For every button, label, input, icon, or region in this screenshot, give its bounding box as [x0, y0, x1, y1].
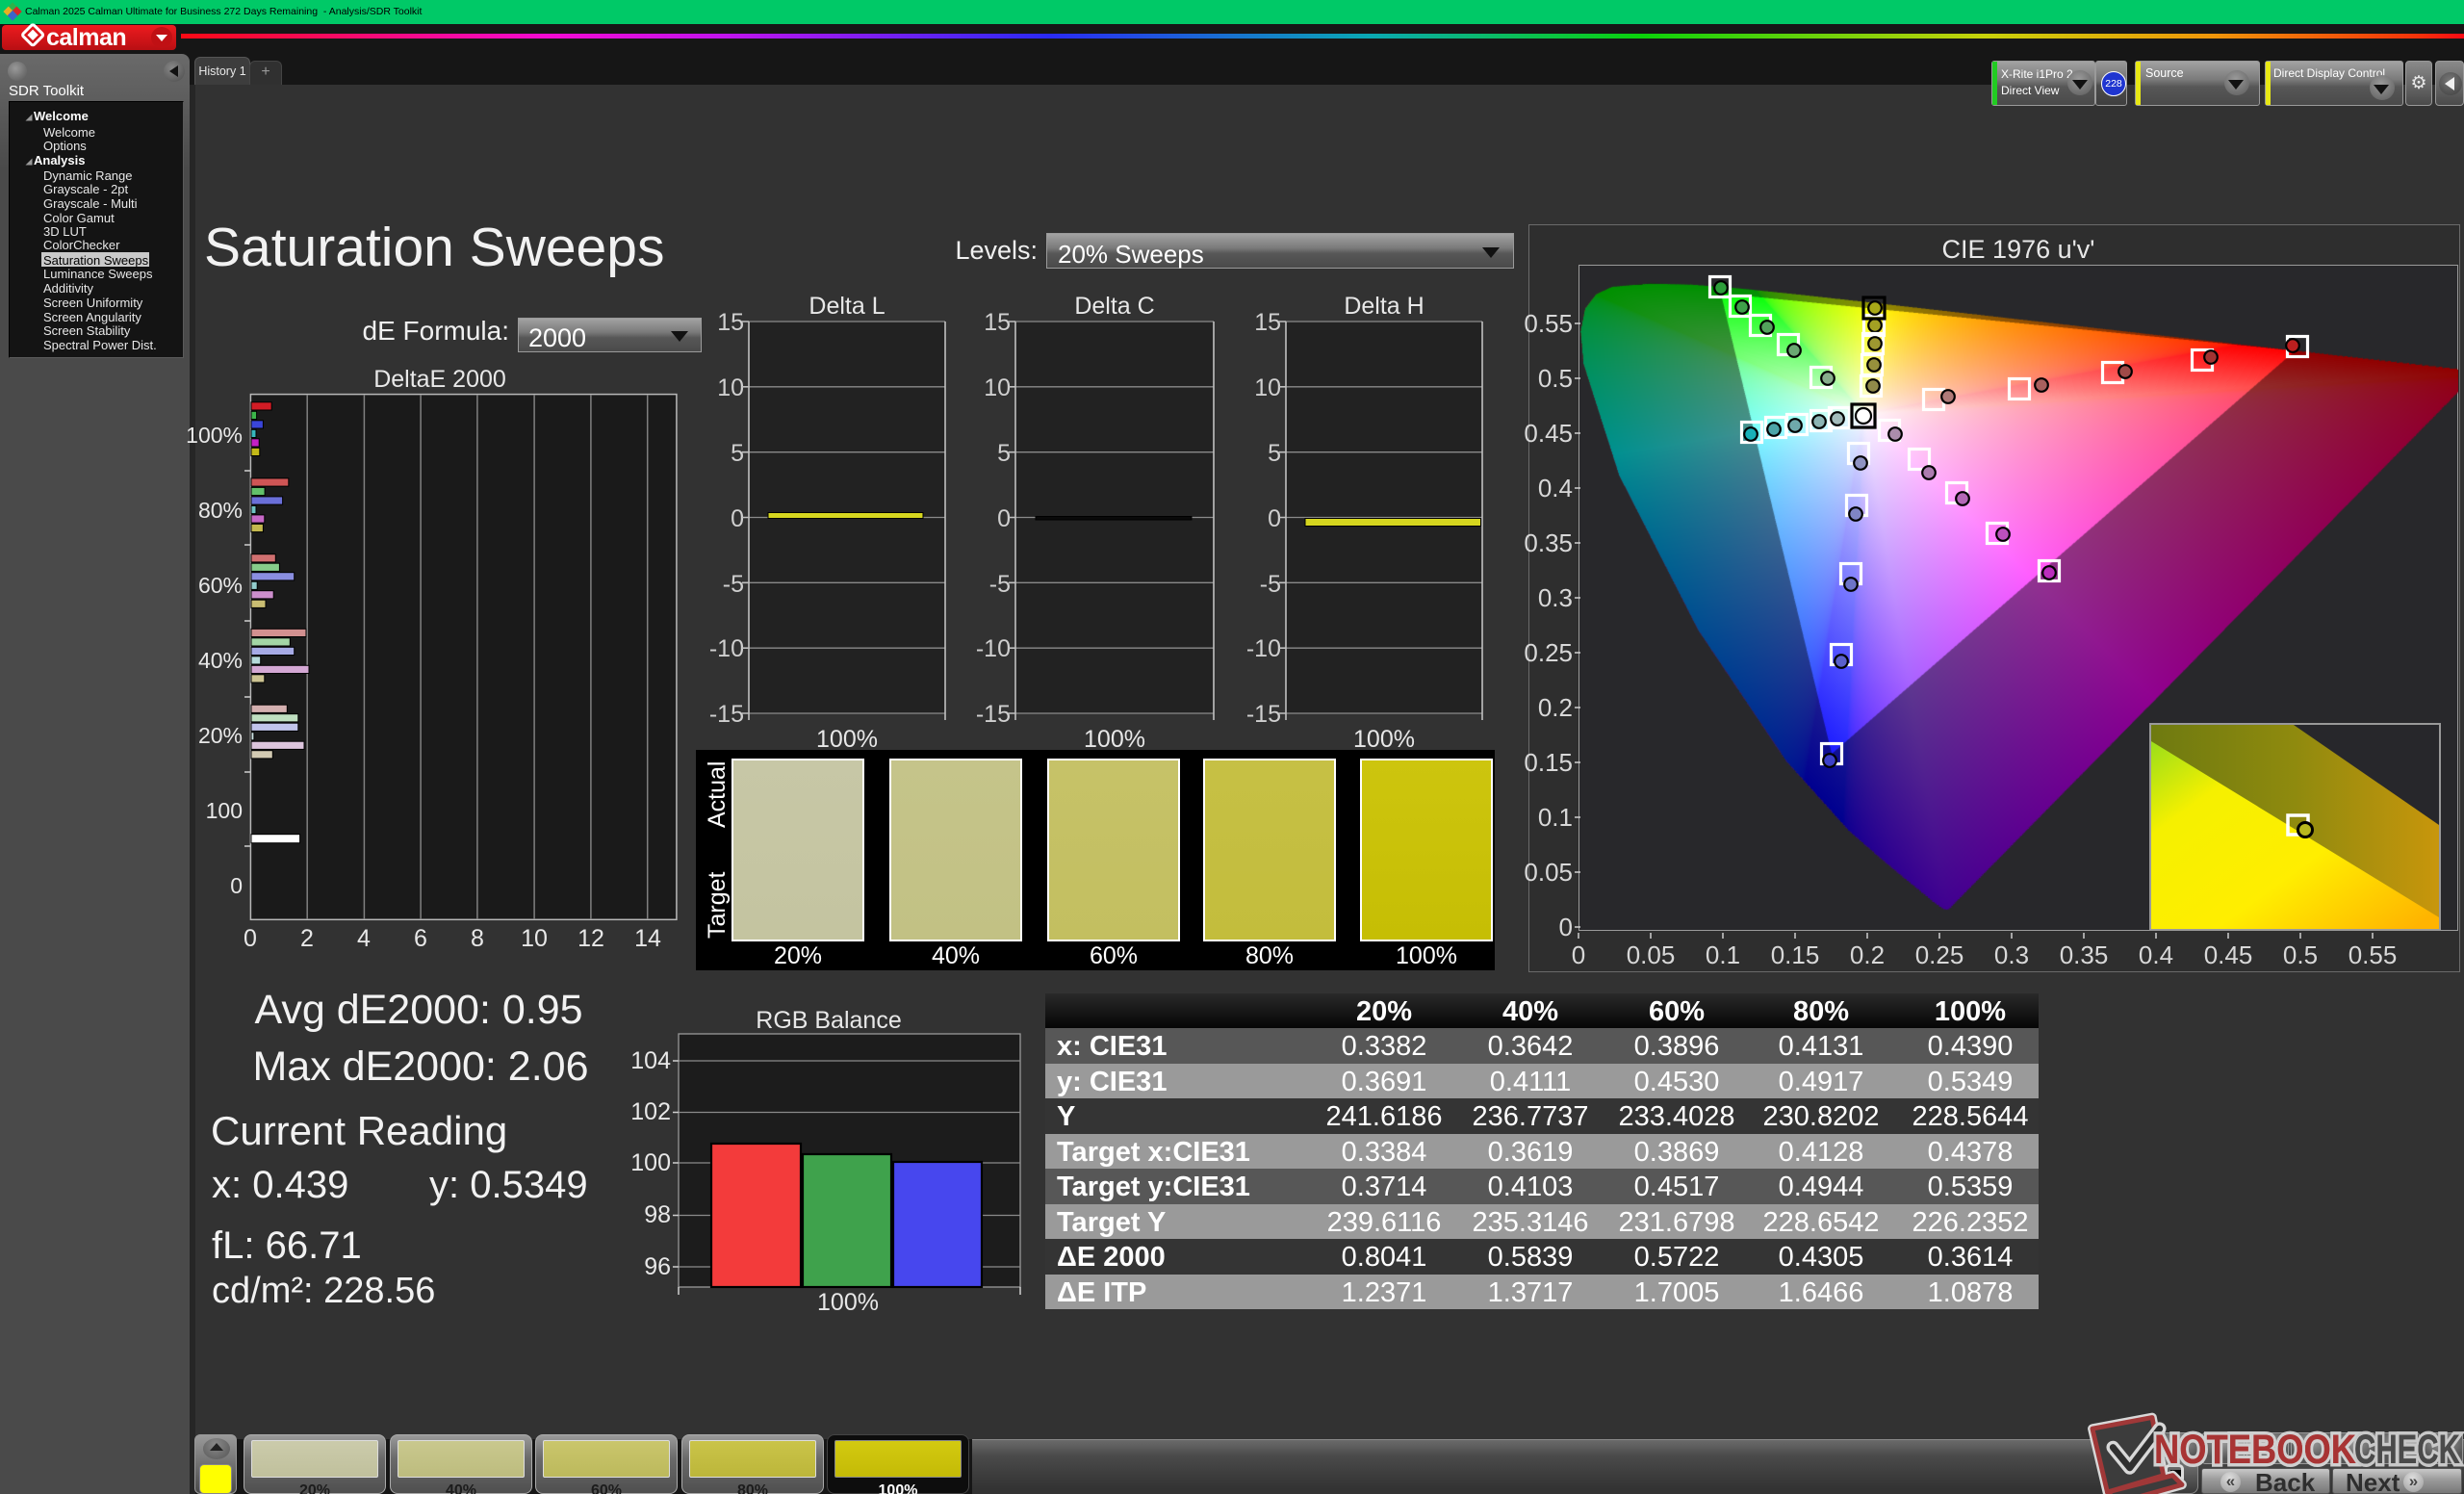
svg-text:5: 5: [731, 440, 744, 467]
svg-text:0: 0: [230, 873, 243, 898]
svg-text:-5: -5: [989, 571, 1011, 598]
svg-text:-10: -10: [1246, 635, 1281, 662]
svg-text:0.3: 0.3: [1994, 940, 2029, 969]
svg-text:0.3: 0.3: [1538, 583, 1573, 612]
svg-text:96: 96: [644, 1253, 671, 1280]
svg-text:0.1: 0.1: [1538, 803, 1573, 832]
svg-text:4: 4: [357, 925, 371, 952]
svg-text:0.35: 0.35: [1524, 528, 1573, 557]
svg-text:100%: 100%: [186, 423, 243, 448]
svg-text:0.25: 0.25: [1524, 638, 1573, 667]
svg-text:14: 14: [634, 925, 661, 952]
svg-text:100: 100: [630, 1149, 671, 1176]
svg-text:-5: -5: [723, 571, 744, 598]
svg-text:10: 10: [521, 925, 548, 952]
svg-text:0: 0: [1559, 913, 1573, 941]
svg-text:NOTEBOOK: NOTEBOOK: [2154, 1427, 2356, 1473]
svg-text:8: 8: [471, 925, 484, 952]
svg-text:100%: 100%: [817, 1289, 879, 1316]
svg-text:0.55: 0.55: [1524, 309, 1573, 338]
svg-text:-15: -15: [976, 701, 1011, 728]
svg-text:40%: 40%: [198, 648, 243, 673]
svg-text:5: 5: [1268, 440, 1281, 467]
svg-text:-10: -10: [709, 635, 744, 662]
svg-text:Delta C: Delta C: [1074, 293, 1154, 320]
svg-text:2: 2: [300, 925, 314, 952]
svg-text:15: 15: [717, 309, 744, 336]
svg-text:Delta L: Delta L: [808, 293, 885, 320]
svg-text:10: 10: [1254, 374, 1281, 401]
svg-text:CHECK: CHECK: [2354, 1427, 2460, 1473]
svg-text:98: 98: [644, 1201, 671, 1228]
svg-text:12: 12: [578, 925, 604, 952]
svg-text:-15: -15: [1246, 701, 1281, 728]
svg-text:DeltaE 2000: DeltaE 2000: [373, 366, 506, 393]
svg-text:CHECK: CHECK: [2354, 1427, 2460, 1473]
svg-text:0.45: 0.45: [1524, 419, 1573, 448]
svg-text:0.15: 0.15: [1771, 940, 1820, 969]
svg-text:0.35: 0.35: [2060, 940, 2109, 969]
svg-text:104: 104: [630, 1047, 671, 1074]
svg-text:100%: 100%: [1353, 726, 1415, 753]
svg-text:100%: 100%: [1084, 726, 1145, 753]
svg-text:0.25: 0.25: [1915, 940, 1964, 969]
svg-text:0: 0: [1268, 505, 1281, 532]
svg-text:15: 15: [1254, 309, 1281, 336]
svg-text:NOTEBOOK: NOTEBOOK: [2154, 1427, 2356, 1473]
svg-text:0.1: 0.1: [1706, 940, 1740, 969]
svg-text:-10: -10: [976, 635, 1011, 662]
svg-text:0.05: 0.05: [1524, 858, 1573, 887]
svg-text:102: 102: [630, 1098, 671, 1125]
svg-text:RGB Balance: RGB Balance: [756, 1007, 901, 1034]
svg-text:10: 10: [984, 374, 1011, 401]
svg-text:15: 15: [984, 309, 1011, 336]
svg-text:20%: 20%: [198, 723, 243, 748]
svg-text:5: 5: [997, 440, 1011, 467]
svg-text:80%: 80%: [198, 498, 243, 523]
svg-text:0.05: 0.05: [1627, 940, 1676, 969]
svg-text:100: 100: [206, 798, 243, 823]
svg-text:0: 0: [1572, 940, 1585, 969]
svg-text:10: 10: [717, 374, 744, 401]
svg-text:0: 0: [244, 925, 257, 952]
svg-text:0.2: 0.2: [1850, 940, 1885, 969]
svg-text:0.45: 0.45: [2204, 940, 2253, 969]
svg-text:Delta H: Delta H: [1344, 293, 1424, 320]
svg-text:60%: 60%: [198, 573, 243, 598]
svg-text:calman: calman: [46, 24, 126, 51]
svg-text:0.4: 0.4: [2139, 940, 2173, 969]
svg-text:0.2: 0.2: [1538, 693, 1573, 722]
svg-text:0.5: 0.5: [2283, 940, 2318, 969]
svg-text:-5: -5: [1260, 571, 1281, 598]
svg-text:-15: -15: [709, 701, 744, 728]
svg-text:100%: 100%: [816, 726, 878, 753]
svg-text:0.55: 0.55: [2348, 940, 2398, 969]
svg-text:0.5: 0.5: [1538, 364, 1573, 393]
svg-text:0.15: 0.15: [1524, 748, 1573, 777]
svg-text:6: 6: [414, 925, 427, 952]
svg-text:0: 0: [731, 505, 744, 532]
svg-text:0.4: 0.4: [1538, 474, 1573, 502]
svg-text:0: 0: [997, 505, 1011, 532]
